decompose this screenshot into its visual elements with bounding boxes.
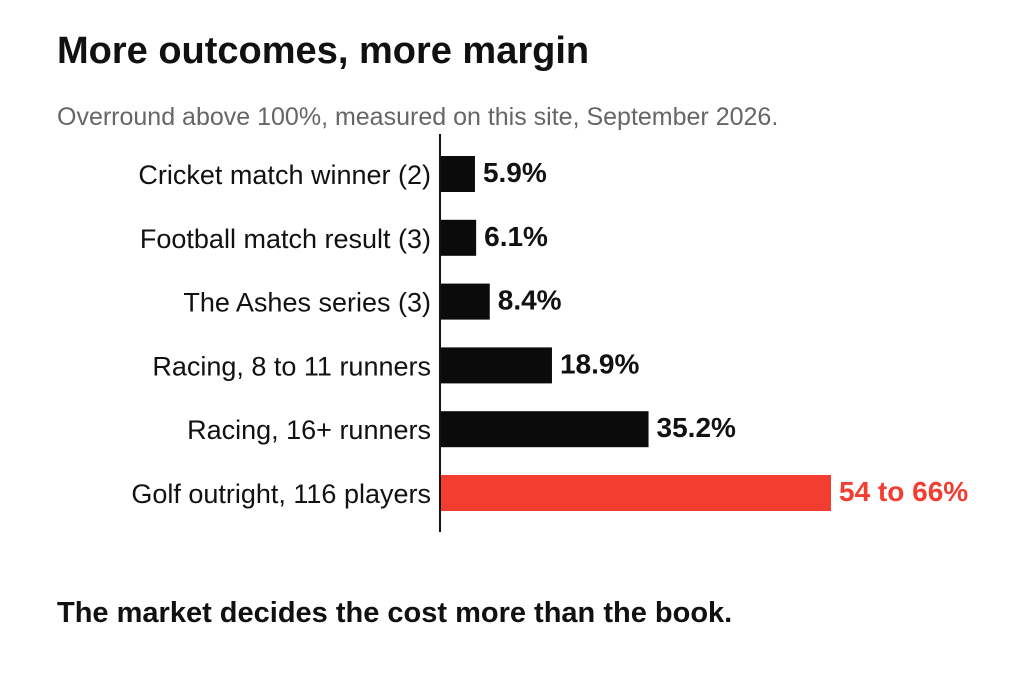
- category-label-4: Racing, 16+ runners: [187, 415, 431, 445]
- bars-group: [440, 156, 831, 511]
- category-label-1: Football match result (3): [140, 224, 431, 254]
- value-label-2: 8.4%: [498, 285, 562, 316]
- value-label-3: 18.9%: [560, 348, 639, 379]
- value-labels-group: 5.9% 6.1% 8.4% 18.9% 35.2% 54 to 66%: [483, 157, 968, 507]
- category-label-2: The Ashes series (3): [183, 288, 431, 318]
- bar-5: [440, 475, 831, 511]
- bar-0: [440, 156, 475, 192]
- value-label-0: 5.9%: [483, 157, 547, 188]
- chart-footer: The market decides the cost more than th…: [57, 596, 732, 631]
- category-label-5: Golf outright, 116 players: [131, 479, 431, 509]
- category-label-3: Racing, 8 to 11 runners: [152, 351, 431, 381]
- category-label-0: Cricket match winner (2): [138, 160, 431, 190]
- value-label-5: 54 to 66%: [839, 476, 968, 507]
- bar-3: [440, 347, 552, 383]
- value-label-4: 35.2%: [657, 412, 736, 443]
- bar-4: [440, 411, 649, 447]
- bar-2: [440, 284, 490, 320]
- bar-1: [440, 220, 476, 256]
- category-labels-group: Cricket match winner (2) Football match r…: [131, 160, 431, 509]
- value-label-1: 6.1%: [484, 221, 548, 252]
